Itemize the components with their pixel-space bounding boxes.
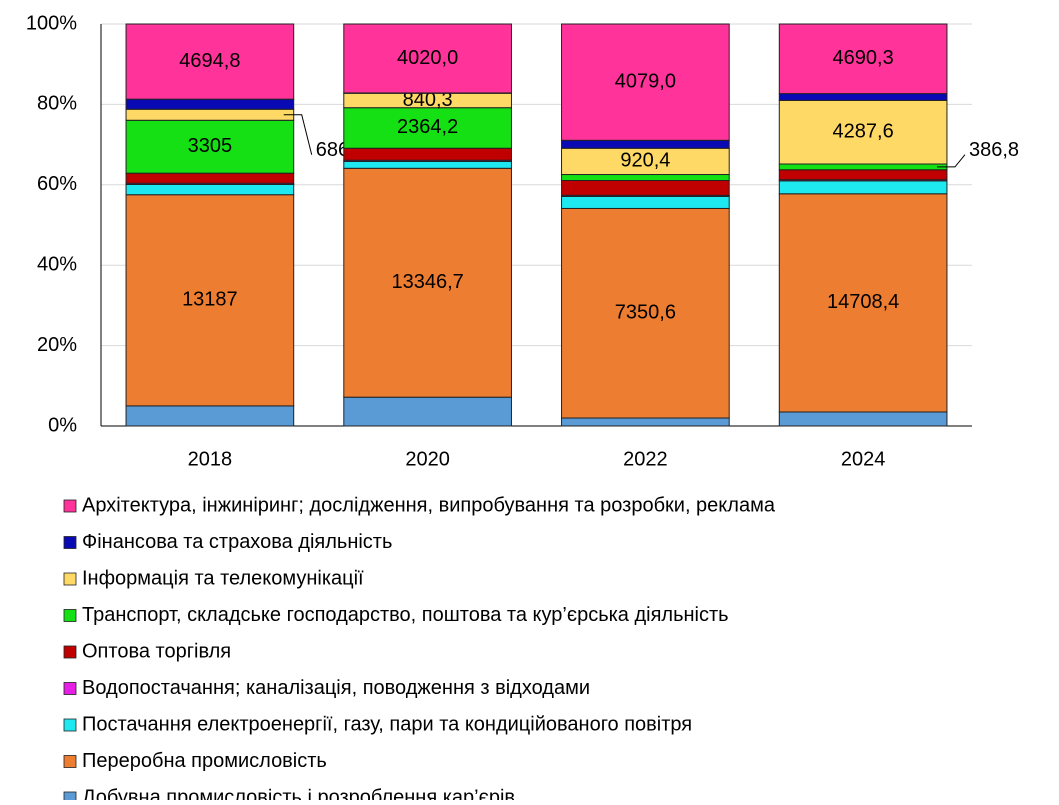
y-tick-label: 60%	[37, 173, 77, 195]
bar-segment	[344, 148, 512, 160]
data-label: 386,8	[969, 139, 1019, 161]
y-tick-label: 0%	[48, 414, 77, 436]
x-tick-label: 2024	[841, 448, 886, 470]
bar-segment	[562, 140, 730, 148]
bar-segment	[562, 175, 730, 181]
x-tick-label: 2022	[623, 448, 668, 470]
bar-segment	[126, 184, 294, 194]
y-tick-label: 40%	[37, 253, 77, 275]
bar-segment	[779, 94, 947, 101]
bar-segment	[344, 397, 512, 426]
bar-segment	[344, 161, 512, 168]
bar-segment	[126, 109, 294, 120]
y-tick-label: 80%	[37, 93, 77, 115]
data-label: 7350,6	[615, 302, 676, 324]
bar-segment	[779, 181, 947, 194]
legend-label: Постачання електроенергії, газу, пари та…	[82, 713, 692, 735]
bar-segment	[126, 406, 294, 426]
legend-swatch	[64, 500, 76, 512]
data-label: 3305	[188, 135, 233, 157]
data-label: 14708,4	[827, 291, 899, 313]
legend-swatch	[64, 537, 76, 549]
bar-segment	[562, 196, 730, 208]
legend-swatch	[64, 792, 76, 800]
legend-label: Оптова торгівля	[82, 640, 231, 662]
legend-label: Добувна промисловість і розроблення кар’…	[82, 786, 515, 800]
legend-swatch	[64, 646, 76, 658]
legend-swatch	[64, 683, 76, 695]
data-label: 4287,6	[833, 120, 894, 142]
legend-label: Переробна промисловість	[82, 750, 327, 772]
legend-label: Фінансова та страхова діяльність	[82, 531, 392, 553]
bar-segment	[779, 170, 947, 180]
legend-swatch	[64, 610, 76, 622]
bar-segment	[126, 173, 294, 183]
data-label: 2364,2	[397, 116, 458, 138]
data-label: 4690,3	[833, 47, 894, 69]
legend-label: Архітектура, інжиніринг; дослідження, ви…	[82, 494, 776, 516]
data-label: 4079,0	[615, 70, 676, 92]
data-label: 13346,7	[391, 271, 463, 293]
legend-swatch	[64, 573, 76, 585]
legend-label: Інформація та телекомунікації	[82, 567, 364, 589]
data-label: 4020,0	[397, 47, 458, 69]
legend-swatch	[64, 719, 76, 731]
bar-segment	[779, 164, 947, 170]
y-tick-label: 20%	[37, 334, 77, 356]
x-tick-label: 2018	[188, 448, 233, 470]
legend-label: Транспорт, складське господарство, пошто…	[82, 604, 729, 626]
data-label: 920,4	[620, 150, 670, 172]
x-tick-label: 2020	[405, 448, 450, 470]
bar-segment	[562, 418, 730, 426]
data-label: 4694,8	[179, 50, 240, 72]
bar-segment	[779, 412, 947, 426]
bar-segment	[562, 181, 730, 196]
legend-swatch	[64, 756, 76, 768]
y-tick-label: 100%	[26, 12, 77, 34]
bar-segment	[126, 99, 294, 109]
legend-label: Водопостачання; каналізація, поводження …	[82, 677, 590, 699]
data-label: 13187	[182, 289, 238, 311]
